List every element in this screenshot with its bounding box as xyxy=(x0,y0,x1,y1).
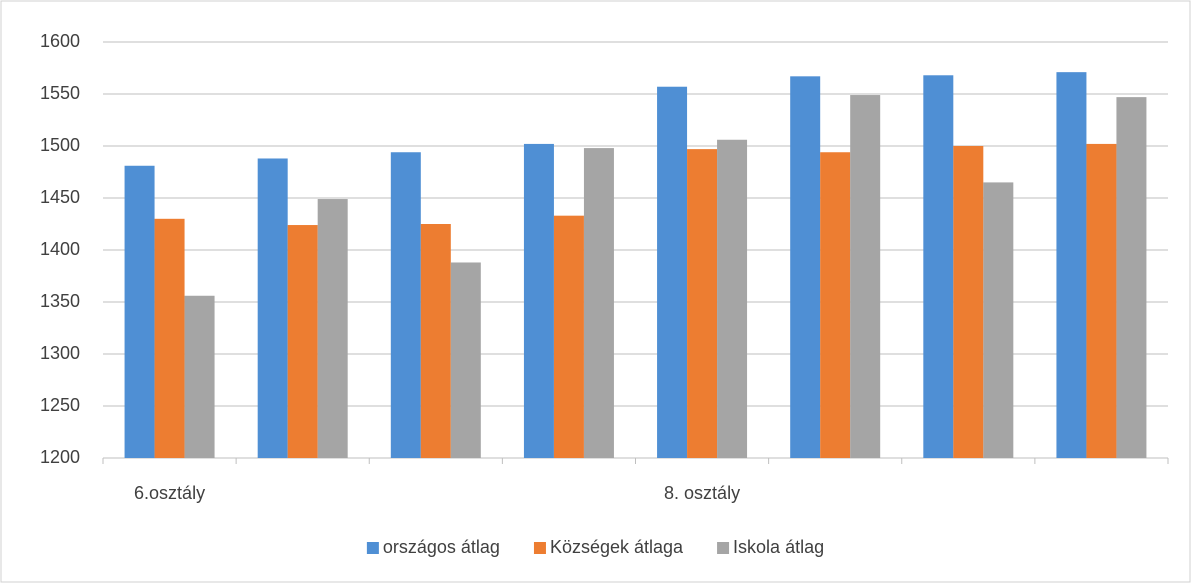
bar xyxy=(1116,97,1147,459)
y-tick-label: 1550 xyxy=(40,83,80,103)
bar xyxy=(450,262,481,458)
bar xyxy=(390,152,421,459)
bar xyxy=(983,182,1014,458)
bar xyxy=(923,75,954,458)
bar xyxy=(583,148,614,458)
bar xyxy=(317,199,348,459)
x-tick-label: 6.osztály xyxy=(134,483,205,503)
y-tick-label: 1500 xyxy=(40,135,80,155)
bar xyxy=(287,225,318,458)
y-tick-label: 1200 xyxy=(40,447,80,467)
bar xyxy=(523,143,554,459)
bar xyxy=(717,139,748,458)
bar xyxy=(790,76,821,458)
y-tick-label: 1600 xyxy=(40,31,80,51)
bar xyxy=(657,86,688,458)
legend-swatch xyxy=(533,542,546,554)
legend-swatch xyxy=(366,542,379,554)
bar xyxy=(257,158,288,459)
bar xyxy=(953,146,984,458)
y-tick-label: 1400 xyxy=(40,239,80,259)
bar xyxy=(184,295,215,458)
bar xyxy=(1056,72,1087,458)
bar xyxy=(850,95,881,458)
x-tick-label: 8. osztály xyxy=(664,483,740,503)
y-tick-label: 1350 xyxy=(40,291,80,311)
bar xyxy=(1086,143,1117,459)
y-tick-label: 1300 xyxy=(40,343,80,363)
y-tick-label: 1450 xyxy=(40,187,80,207)
bar xyxy=(124,165,155,458)
bar xyxy=(820,152,851,459)
legend-label: Községek átlaga xyxy=(550,537,684,557)
legend-swatch xyxy=(717,542,730,554)
bar xyxy=(420,224,451,458)
legend-label: Iskola átlag xyxy=(733,537,824,557)
bar xyxy=(687,149,718,458)
bar xyxy=(154,218,185,458)
bar xyxy=(553,215,584,458)
y-tick-label: 1250 xyxy=(40,395,80,415)
legend-label: országos átlag xyxy=(383,537,500,557)
